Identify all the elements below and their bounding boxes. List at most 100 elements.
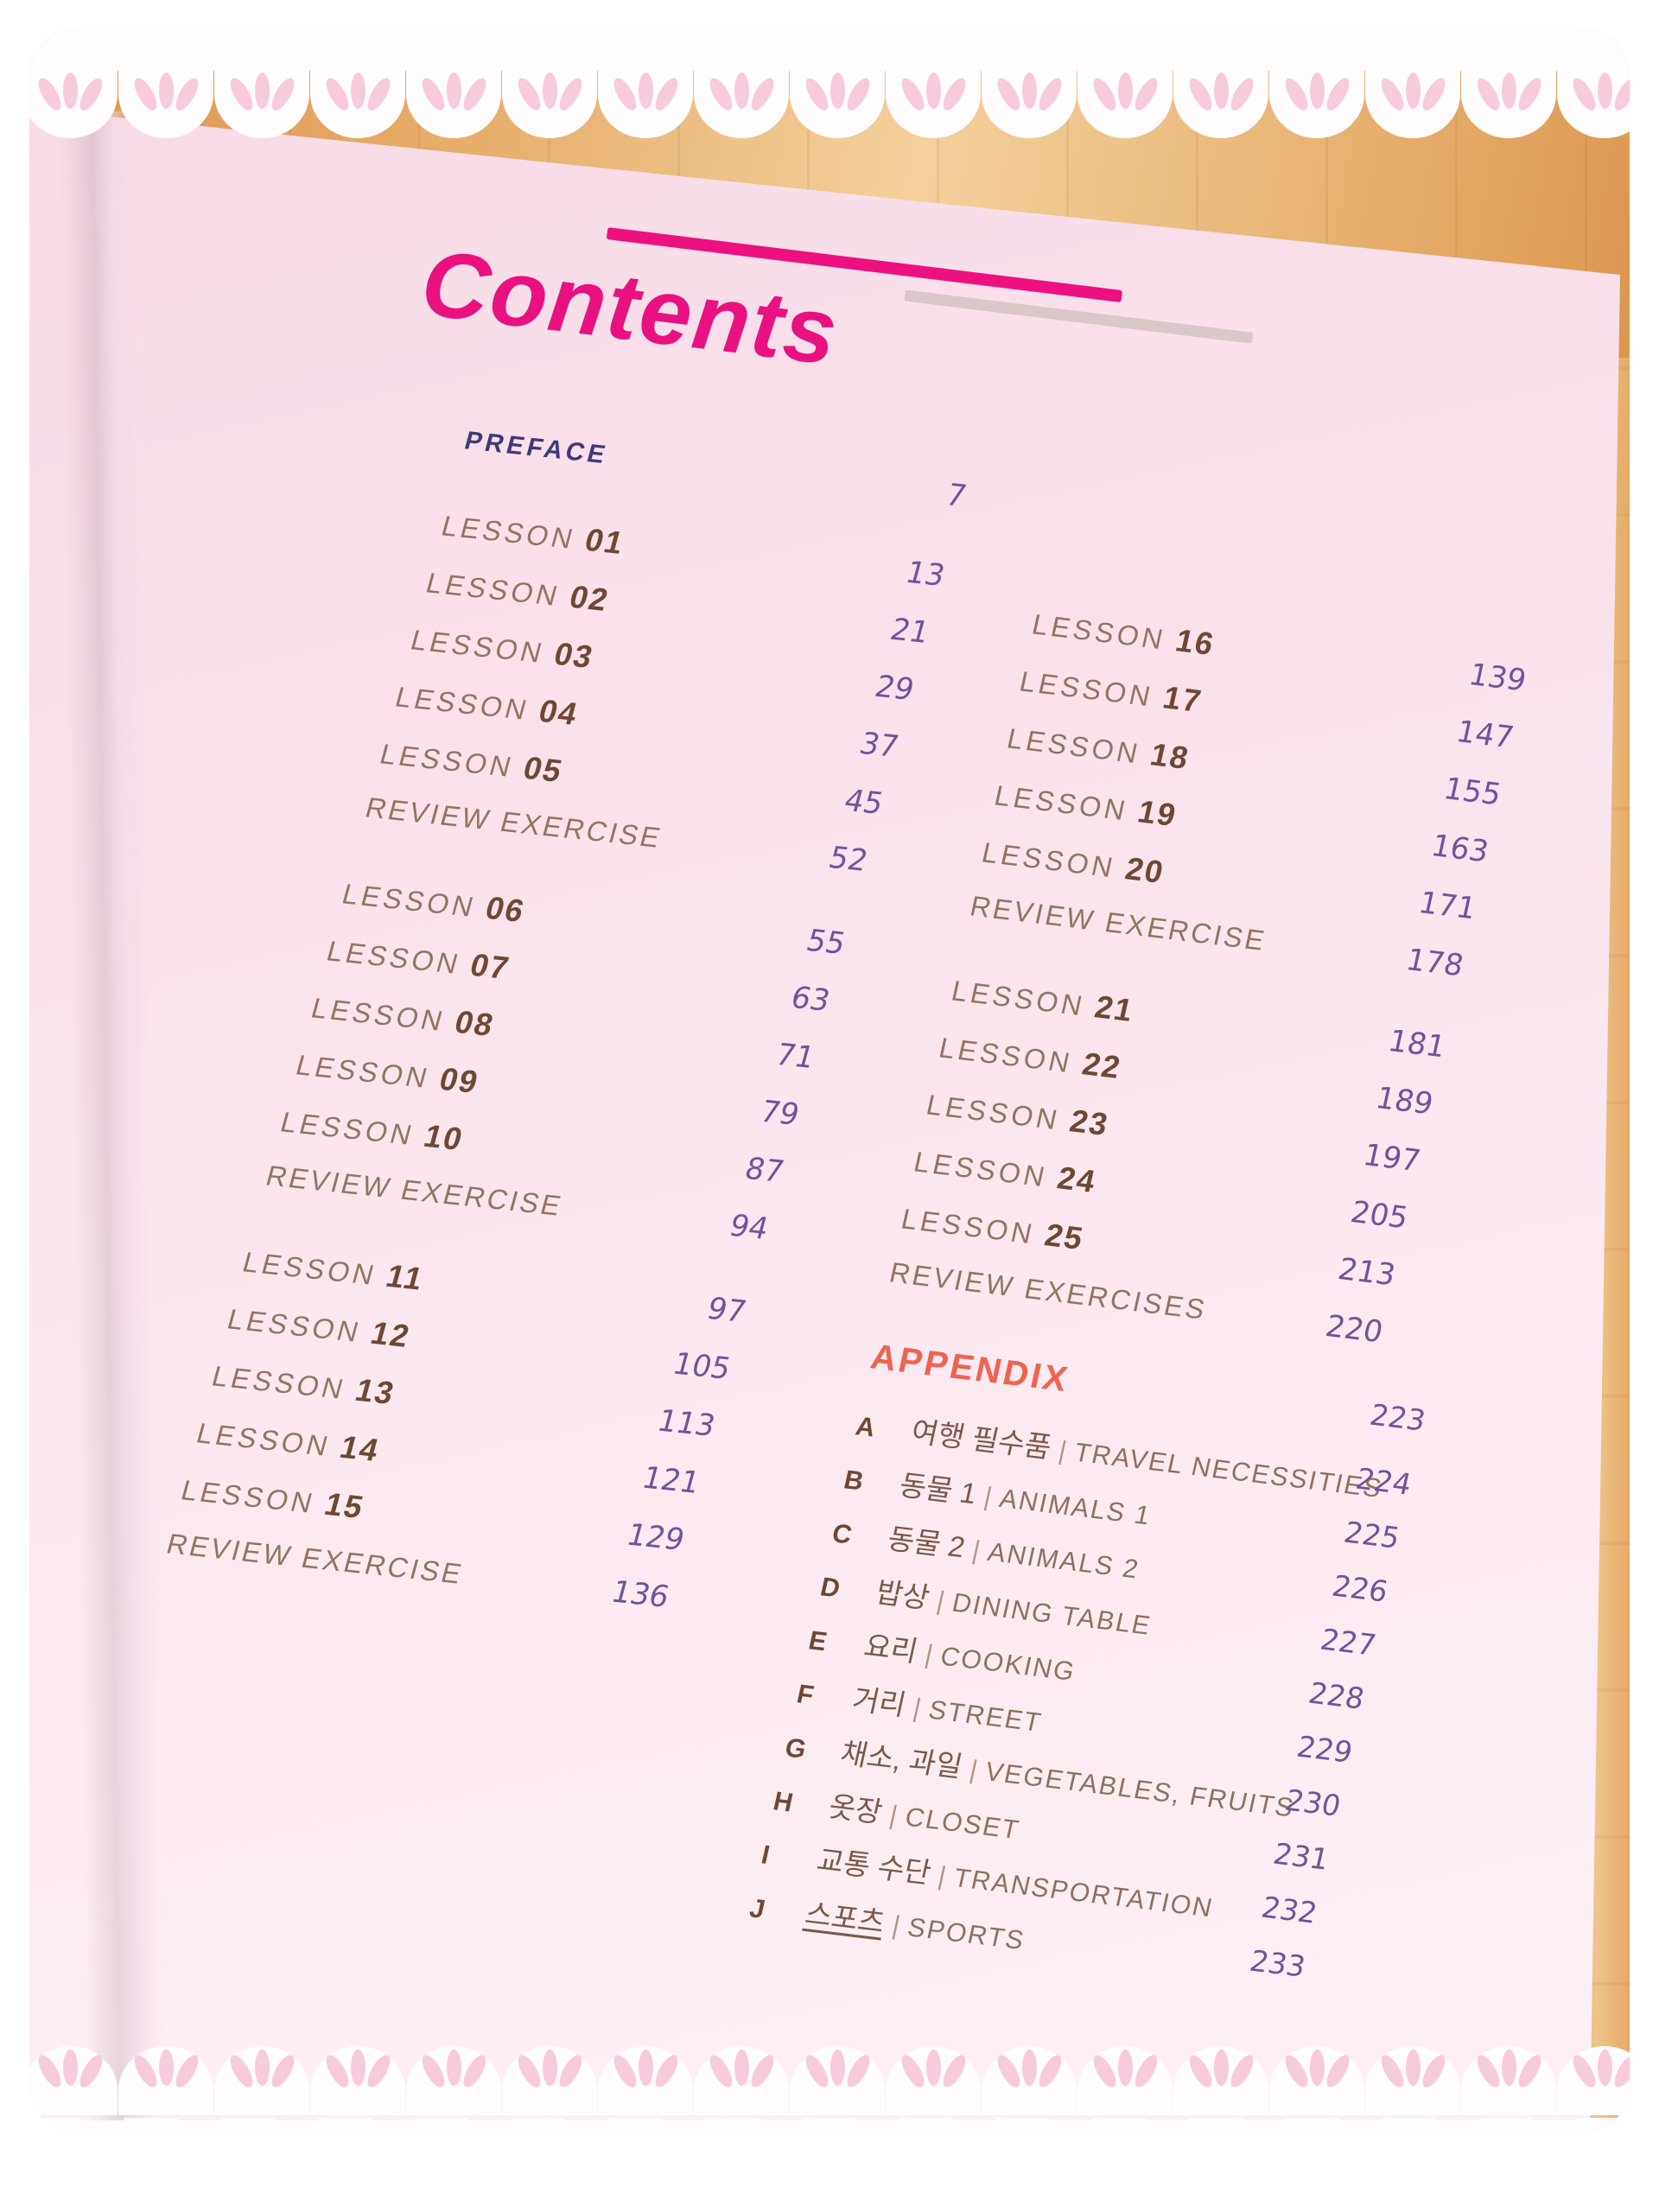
lesson-label: LESSON: [979, 836, 1119, 884]
lace-scallop: [310, 69, 405, 138]
lace-scallop: [982, 69, 1077, 138]
lace-scallop: [310, 2046, 405, 2115]
toc-row: LESSON 19: [991, 776, 1181, 834]
toc-row: LESSON04: [391, 677, 583, 733]
appendix-letter: B: [841, 1465, 867, 1497]
toc-row: LESSON 17: [1016, 662, 1206, 720]
lesson-label: LESSON: [376, 738, 518, 784]
lesson-number: 04: [535, 692, 583, 733]
lesson-label: LESSON: [224, 1303, 365, 1349]
lace-scallop: [1077, 2046, 1173, 2115]
lesson-number: 01: [581, 521, 629, 562]
toc-row: LESSON05: [376, 734, 568, 790]
page-number: 229: [1294, 1729, 1356, 1770]
lace-scallop: [29, 2046, 118, 2115]
page-number: 189: [1372, 1080, 1437, 1122]
page-number: 79: [756, 1094, 804, 1133]
appendix-letter: J: [747, 1894, 768, 1925]
lesson-number: 23: [1066, 1102, 1113, 1143]
lesson-number: 05: [519, 749, 568, 790]
photo-scene: Contents PREFACE 7 LESSON01 13 LESSON02 …: [29, 29, 1630, 2133]
lesson-number: 14: [336, 1428, 385, 1469]
appendix-korean: 채소, 과일: [837, 1736, 966, 1783]
page-number: 63: [786, 980, 835, 1019]
lesson-label: LESSON: [438, 510, 580, 556]
lesson-label: LESSON: [292, 1049, 435, 1095]
lace-scallop: [29, 69, 118, 138]
lace-scallop: [1557, 2046, 1630, 2115]
appendix-korean: 동물 2: [884, 1522, 969, 1564]
toc-row: LESSON12: [224, 1300, 415, 1355]
toc-row: LESSON08: [308, 988, 499, 1044]
page-number: 233: [1246, 1943, 1309, 1984]
lesson-label: LESSON: [276, 1106, 419, 1152]
lace-scallop: [790, 2046, 885, 2115]
divider-glyph: |: [934, 1586, 948, 1617]
divider-glyph: |: [887, 1801, 900, 1831]
divider-glyph: |: [1056, 1436, 1070, 1466]
appendix-english: CLOSET: [902, 1802, 1023, 1846]
lesson-label: LESSON: [339, 878, 480, 924]
appendix-title: APPENDIX: [867, 1338, 1073, 1400]
review-exercise-label: REVIEW EXERCISE: [163, 1528, 467, 1590]
appendix-korean-underlined: 스포츠: [802, 1897, 888, 1939]
lesson-number: 11: [382, 1257, 429, 1297]
page-number: 71: [772, 1037, 819, 1076]
lace-scallop: [790, 69, 885, 138]
lesson-number: 07: [466, 946, 514, 987]
toc-row: LESSON 25: [898, 1199, 1088, 1257]
page-number: 37: [855, 726, 903, 765]
toc-row: LESSON 21: [948, 971, 1138, 1029]
page-number: 129: [622, 1517, 689, 1558]
appendix-letter: E: [805, 1626, 830, 1657]
appendix-korean: 옷장: [825, 1789, 886, 1828]
page-number: 121: [638, 1460, 704, 1501]
divider-glyph: |: [981, 1482, 995, 1512]
toc-row-preface: PREFACE: [461, 427, 612, 470]
toc-row: LESSON11: [239, 1243, 429, 1298]
toc-row-review: REVIEW EXERCISE: [263, 1160, 567, 1223]
toc-row: LESSON07: [323, 931, 514, 987]
page-number: 205: [1347, 1194, 1412, 1236]
lace-scallop: [406, 2046, 501, 2115]
lesson-label: LESSON: [391, 681, 534, 727]
lesson-number: 22: [1079, 1045, 1126, 1086]
appendix-korean: 거리: [849, 1682, 909, 1721]
lesson-label: LESSON: [423, 567, 564, 613]
lace-scallop: [1365, 2046, 1460, 2115]
page-number: 136: [607, 1574, 673, 1615]
page-number: 226: [1329, 1568, 1391, 1609]
toc-row: LESSON01: [438, 506, 629, 562]
toc-row: LESSON09: [292, 1046, 484, 1101]
lace-scallop: [982, 2046, 1077, 2115]
appendix-english: ANIMALS 1: [996, 1484, 1154, 1531]
toc-row: LESSON06: [339, 874, 530, 930]
lesson-number: 15: [321, 1485, 369, 1526]
lace-scallop: [502, 2046, 597, 2115]
lace-scallop: [694, 2046, 789, 2115]
lesson-number: 18: [1147, 735, 1193, 777]
appendix-korean: 동물 1: [896, 1468, 981, 1510]
page-number: 163: [1427, 828, 1492, 870]
lesson-number: 06: [481, 889, 530, 930]
page-number: 147: [1452, 714, 1517, 756]
lace-scallop: [502, 69, 597, 138]
lesson-number: 21: [1091, 988, 1138, 1029]
lace-scallop: [118, 2046, 213, 2115]
lace-scallop: [1461, 69, 1556, 138]
page-number: 13: [901, 555, 949, 594]
page-number: 228: [1306, 1675, 1368, 1716]
divider-glyph: |: [910, 1694, 924, 1724]
page-number: 223: [1366, 1397, 1429, 1438]
lesson-label: LESSON: [1004, 722, 1144, 770]
page-number: 113: [653, 1403, 720, 1444]
lesson-number: 19: [1135, 792, 1181, 834]
page-number: 29: [871, 669, 918, 708]
lesson-label: LESSON: [991, 779, 1132, 827]
lesson-label: LESSON: [936, 1032, 1077, 1079]
lace-scallop: [1269, 69, 1364, 138]
lesson-number: 03: [550, 635, 599, 676]
page-number: 178: [1402, 942, 1467, 984]
preface-label: PREFACE: [461, 427, 612, 470]
